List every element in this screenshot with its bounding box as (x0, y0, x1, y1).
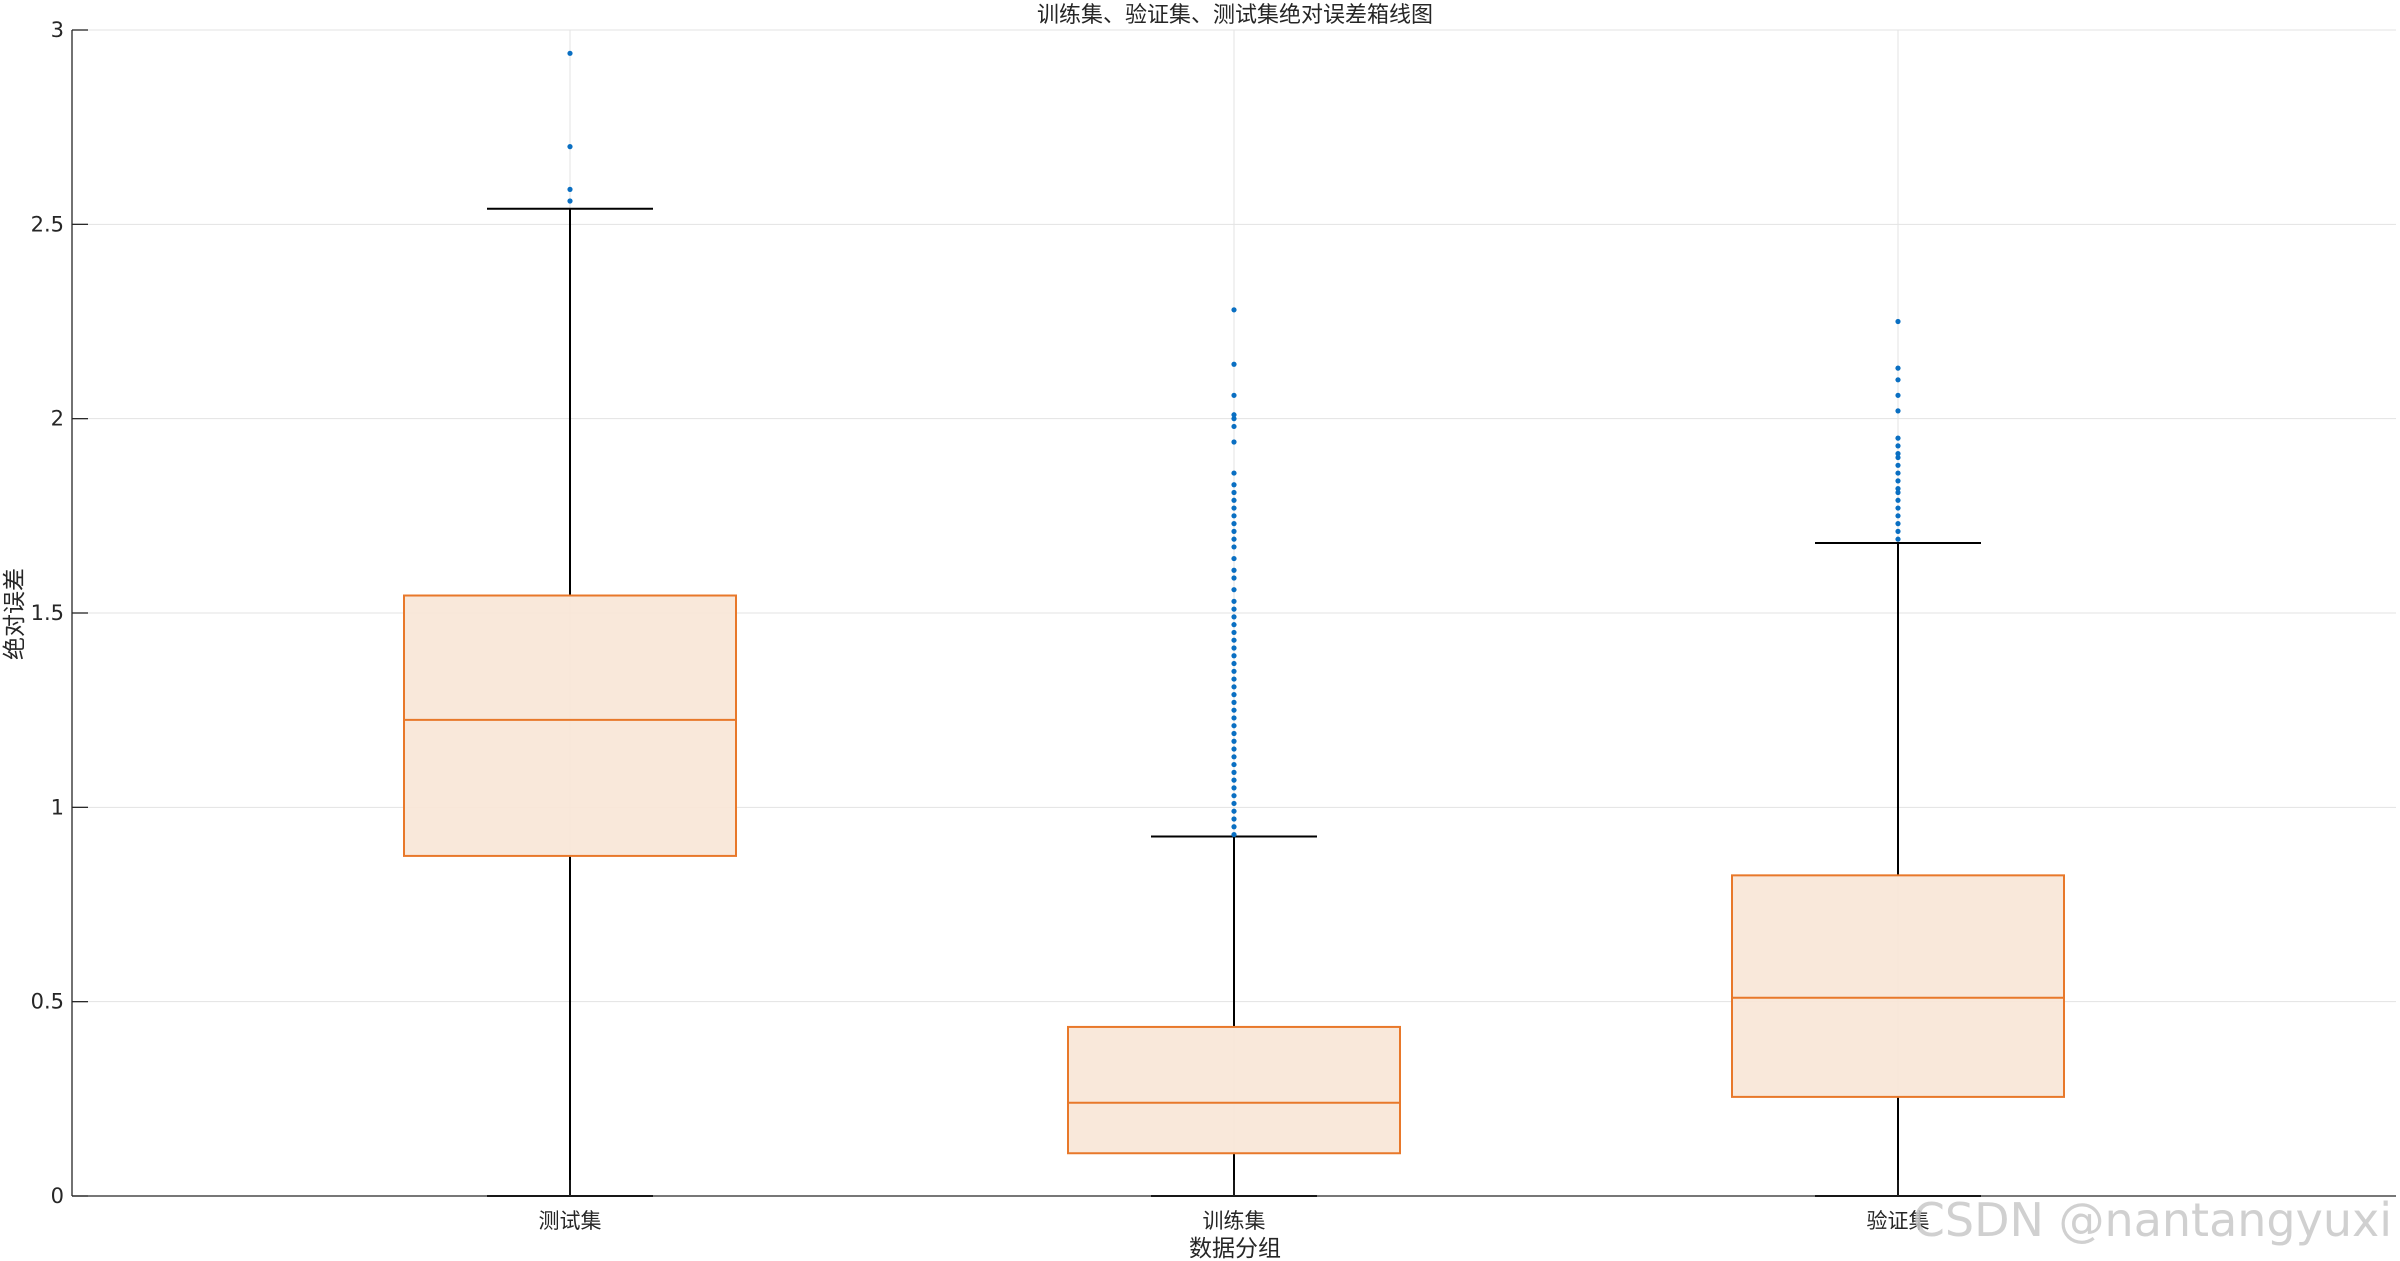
x-tick-label: 验证集 (1867, 1209, 1930, 1233)
outlier-point (567, 198, 573, 204)
box-2 (1067, 307, 1401, 1197)
outlier-point (1231, 723, 1237, 729)
outlier-point (1895, 462, 1901, 468)
outlier-point (1231, 505, 1237, 511)
outlier-point (1231, 824, 1237, 830)
box-1 (403, 50, 737, 1197)
outlier-point (1895, 486, 1901, 492)
outlier-point (1231, 660, 1237, 667)
outlier-point (1231, 816, 1237, 822)
outlier-point (1231, 761, 1237, 768)
x-axis-label: 数据分组 (1189, 1236, 1281, 1261)
outlier-point (1231, 536, 1237, 542)
outlier-point (1231, 699, 1237, 705)
outlier-point (1895, 377, 1901, 383)
box-3 (1731, 318, 2065, 1197)
outlier-point (1895, 451, 1901, 457)
outlier-point (1895, 443, 1901, 449)
outlier-point (1895, 478, 1901, 484)
outlier-point (1895, 365, 1901, 371)
outlier-point (1231, 684, 1237, 690)
axes: 0 0.5 1 1.5 2 2.5 3 测试集 训练集 验证集 (31, 18, 2396, 1233)
outlier-point (1895, 528, 1901, 534)
outlier-point (1231, 392, 1237, 398)
outlier-point (1231, 416, 1237, 422)
outlier-point (1895, 408, 1901, 414)
outlier-point (1231, 707, 1237, 713)
outlier-point (1231, 637, 1237, 643)
outlier-point (1231, 769, 1237, 775)
outlier-point (1895, 521, 1901, 527)
outlier-point (567, 144, 573, 150)
outlier-point (1231, 606, 1237, 612)
outlier-point (1231, 715, 1237, 721)
outlier-point (1231, 489, 1237, 496)
outlier-point (1231, 361, 1237, 367)
outlier-point (1231, 423, 1237, 430)
iqr-box (1731, 874, 2065, 1098)
outlier-point (1895, 489, 1901, 496)
outlier-point (1231, 622, 1237, 628)
outlier-point (1895, 536, 1901, 542)
y-tick-label: 2.5 (31, 212, 64, 236)
outlier-point (1231, 513, 1237, 519)
outlier-point (1231, 575, 1237, 581)
outlier-point (1895, 454, 1901, 461)
outlier-point (567, 50, 573, 56)
y-tick-label: 1 (51, 795, 64, 819)
y-axis-label: 绝对误差 (2, 568, 28, 660)
outlier-point (1231, 668, 1237, 674)
outlier-point (1231, 521, 1237, 527)
outlier-point (1231, 614, 1237, 620)
y-tick-label: 1.5 (31, 601, 64, 625)
outlier-point (1895, 497, 1901, 503)
iqr-box (1067, 1025, 1401, 1155)
watermark: CSDN @nantangyuxi (1912, 1193, 2392, 1247)
chart-title: 训练集、验证集、测试集绝对误差箱线图 (1037, 3, 1433, 28)
outlier-point (1231, 528, 1237, 534)
outlier-point (1231, 746, 1237, 752)
outlier-point (1231, 412, 1237, 418)
outlier-point (1231, 555, 1237, 562)
outlier-point (1895, 470, 1901, 476)
outlier-point (1231, 793, 1237, 799)
outlier-point (1231, 800, 1237, 807)
y-tick-label: 0 (51, 1184, 64, 1208)
outlier-point (1231, 470, 1237, 476)
outlier-point (1231, 482, 1237, 488)
x-tick-label: 测试集 (539, 1209, 602, 1233)
outlier-point (1231, 497, 1237, 503)
outlier-point (1895, 505, 1901, 511)
outlier-point (1895, 513, 1901, 519)
outlier-point (1231, 598, 1237, 604)
boxes (403, 50, 2065, 1197)
outlier-point (1231, 629, 1237, 636)
outlier-point (1231, 777, 1237, 783)
outlier-point (1231, 831, 1237, 838)
outlier-point (1231, 307, 1237, 313)
x-tick-label: 训练集 (1203, 1209, 1266, 1233)
outlier-point (1231, 439, 1237, 445)
outlier-point (1895, 318, 1901, 325)
outlier-point (567, 186, 573, 192)
outlier-point (1231, 587, 1237, 593)
outlier-point (1895, 392, 1901, 398)
outlier-point (1231, 544, 1237, 550)
y-tick-label: 2 (51, 407, 64, 431)
outlier-point (1231, 754, 1237, 760)
outlier-point (1231, 738, 1237, 744)
outlier-point (1231, 692, 1237, 698)
outlier-point (1231, 645, 1237, 651)
y-tick-label: 0.5 (31, 990, 64, 1014)
outlier-point (1231, 676, 1237, 682)
y-tick-label: 3 (51, 18, 64, 42)
outlier-point (1231, 785, 1237, 791)
outlier-point (1231, 808, 1237, 814)
iqr-box (403, 594, 737, 857)
outlier-point (1895, 435, 1901, 441)
outlier-point (1231, 730, 1237, 737)
outlier-point (1231, 567, 1237, 573)
outlier-point (1231, 653, 1237, 659)
